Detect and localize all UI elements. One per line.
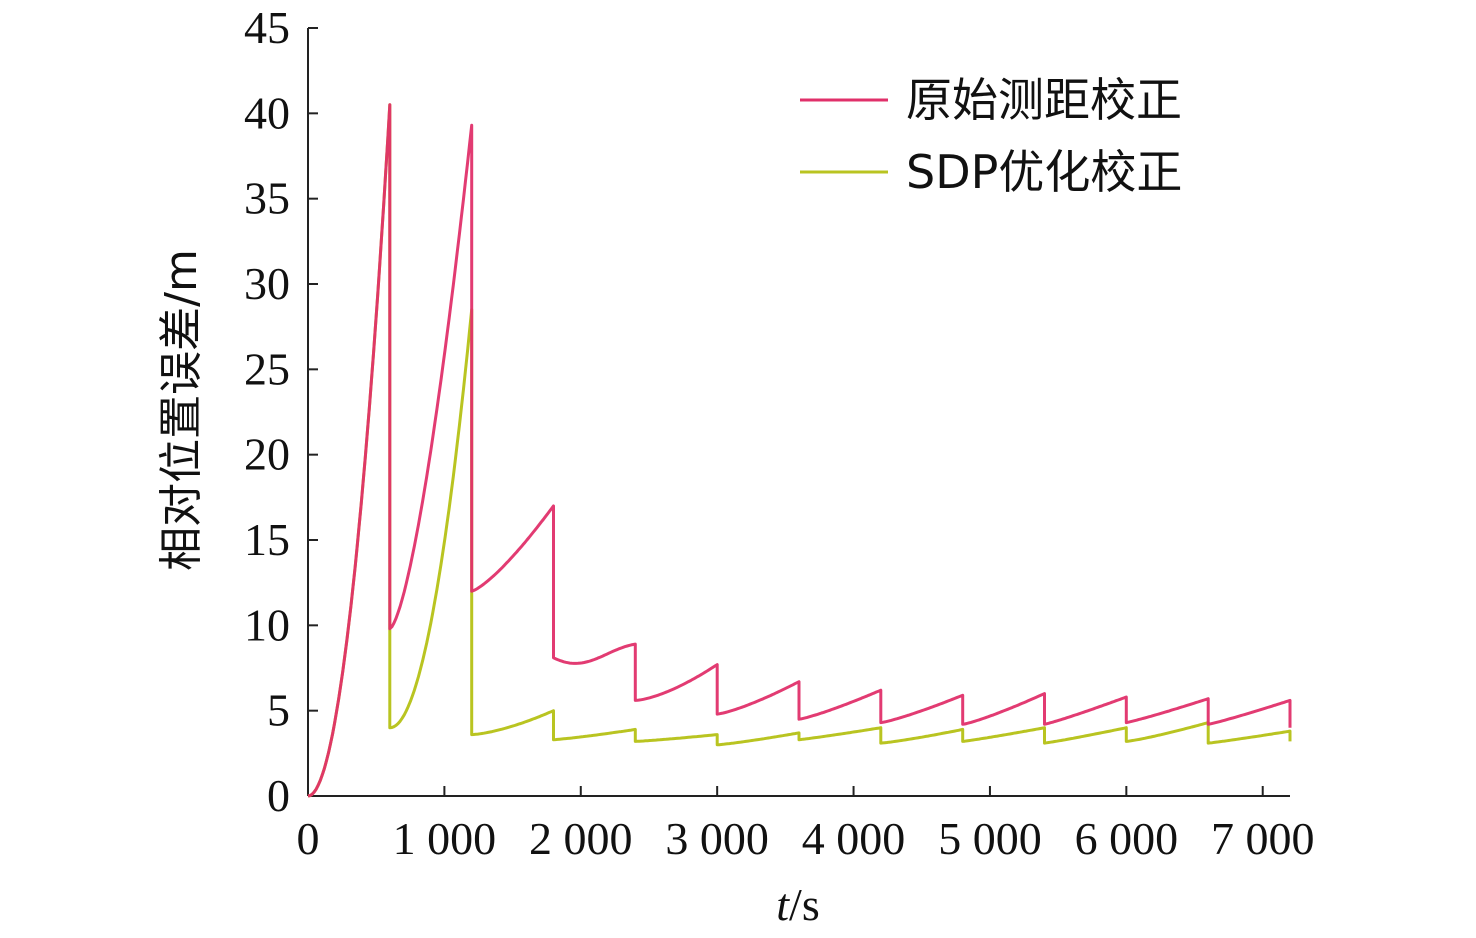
x-tick-label: 7 000 [1211, 813, 1315, 864]
y-tick-label: 25 [244, 343, 290, 394]
series-line-sdp [307, 103, 1292, 798]
x-tick-label: 3 000 [665, 813, 769, 864]
x-tick-label: 2 000 [529, 813, 633, 864]
y-tick-label: 45 [244, 2, 290, 53]
y-tick-label: 40 [244, 87, 290, 138]
x-tick-label: 0 [297, 813, 320, 864]
series-line-raw-ranging [307, 103, 1292, 798]
y-tick-label: 30 [244, 258, 290, 309]
y-tick-label: 5 [267, 685, 290, 736]
y-tick-label: 35 [244, 173, 290, 224]
x-axis-title: t/s [776, 879, 819, 930]
series-layer [307, 103, 1292, 798]
y-tick-label: 0 [267, 770, 290, 821]
y-tick-label: 20 [244, 429, 290, 480]
legend: 原始测距校正 SDP优化校正 [800, 73, 1182, 199]
x-axis-title-unit: /s [789, 879, 820, 930]
y-tick-label: 10 [244, 599, 290, 650]
legend-label-raw-ranging: 原始测距校正 [906, 73, 1182, 127]
x-tick-label: 1 000 [393, 813, 497, 864]
x-tick-label: 4 000 [802, 813, 906, 864]
x-axis-title-var: t [776, 879, 790, 930]
x-tick-label: 5 000 [938, 813, 1042, 864]
x-tick-label: 6 000 [1075, 813, 1179, 864]
legend-label-sdp: SDP优化校正 [906, 145, 1182, 199]
y-axis-title: 相对位置误差/m [156, 249, 207, 571]
axes: 0 5 10 15 20 25 30 35 40 45 0 1 000 2 000 3 000 4 000 5… [244, 2, 1314, 864]
y-tick-label: 15 [244, 514, 290, 565]
